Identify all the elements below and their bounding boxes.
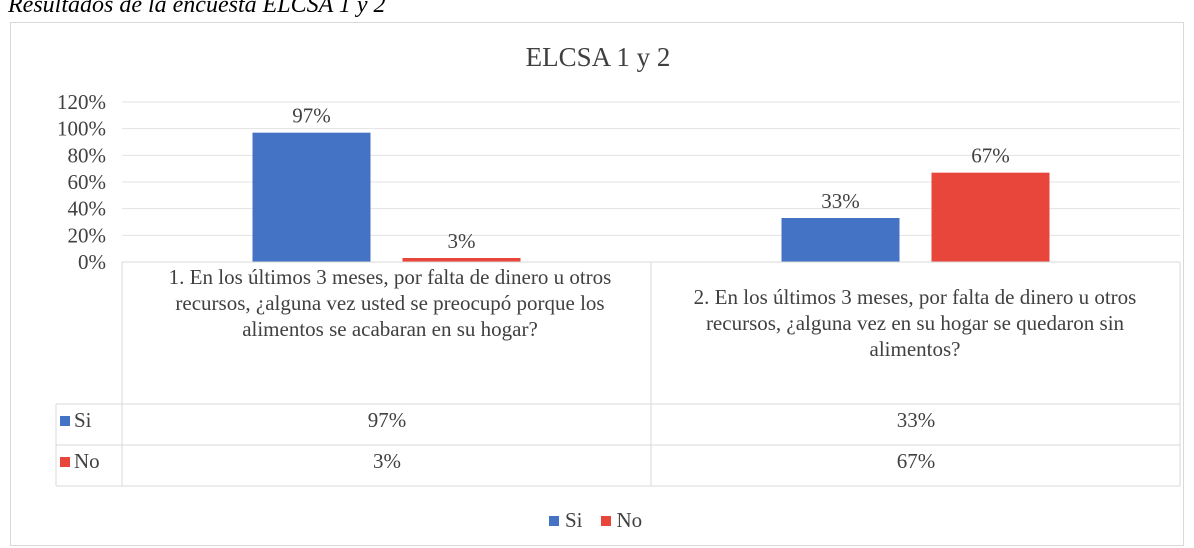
- category-label-1: 1. En los últimos 3 meses, por falta de …: [168, 265, 612, 341]
- bar-si-2: [781, 218, 900, 262]
- y-axis-ticks: 0% 20%40% 60% 80%100% 120%: [57, 90, 106, 274]
- si-swatch: [60, 415, 70, 426]
- bars: [252, 132, 1050, 262]
- y-tick-label: 120%: [57, 90, 106, 114]
- no-row-label: No: [74, 449, 100, 473]
- table-cell-si-2: 33%: [896, 408, 936, 432]
- figure-caption: Resultados de la encuesta ELCSA 1 y 2: [8, 0, 386, 18]
- table-cell-no-2: 67%: [896, 449, 936, 473]
- category-label-2: 2. En los últimos 3 meses, por falta de …: [693, 285, 1137, 361]
- y-tick-label: 20%: [68, 223, 107, 247]
- table-row-si-header: Si: [60, 408, 92, 433]
- legend-si-swatch: [549, 515, 559, 526]
- table-row-no-header: No: [60, 449, 100, 474]
- chart-frame: [10, 22, 1184, 546]
- y-tick-label: 40%: [68, 197, 107, 221]
- legend-no-swatch: [600, 515, 611, 526]
- bar-no-1: [402, 258, 521, 262]
- data-label: 67%: [971, 144, 1010, 168]
- chart-title: ELCSA 1 y 2: [526, 42, 671, 72]
- data-table-lines: [55, 261, 1181, 487]
- si-row-label: Si: [74, 408, 92, 432]
- table-cell-si-1: 97%: [367, 408, 407, 432]
- data-labels: 97% 3% 33% 67%: [292, 104, 1010, 253]
- y-tick-label: 60%: [68, 170, 107, 194]
- y-tick-label: 100%: [57, 117, 106, 141]
- no-swatch: [60, 456, 70, 467]
- legend-si-label: Si: [565, 508, 583, 532]
- bar-si-1: [252, 132, 371, 262]
- legend-no-label: No: [616, 508, 643, 532]
- bar-no-2: [931, 172, 1050, 262]
- data-label: 97%: [292, 104, 331, 128]
- table-cell-no-1: 3%: [373, 449, 401, 473]
- data-label: 33%: [821, 189, 860, 213]
- data-label: 3%: [448, 229, 476, 253]
- legend: Si No: [549, 508, 642, 533]
- y-tick-label: 80%: [68, 143, 107, 167]
- y-tick-label: 0%: [78, 250, 106, 274]
